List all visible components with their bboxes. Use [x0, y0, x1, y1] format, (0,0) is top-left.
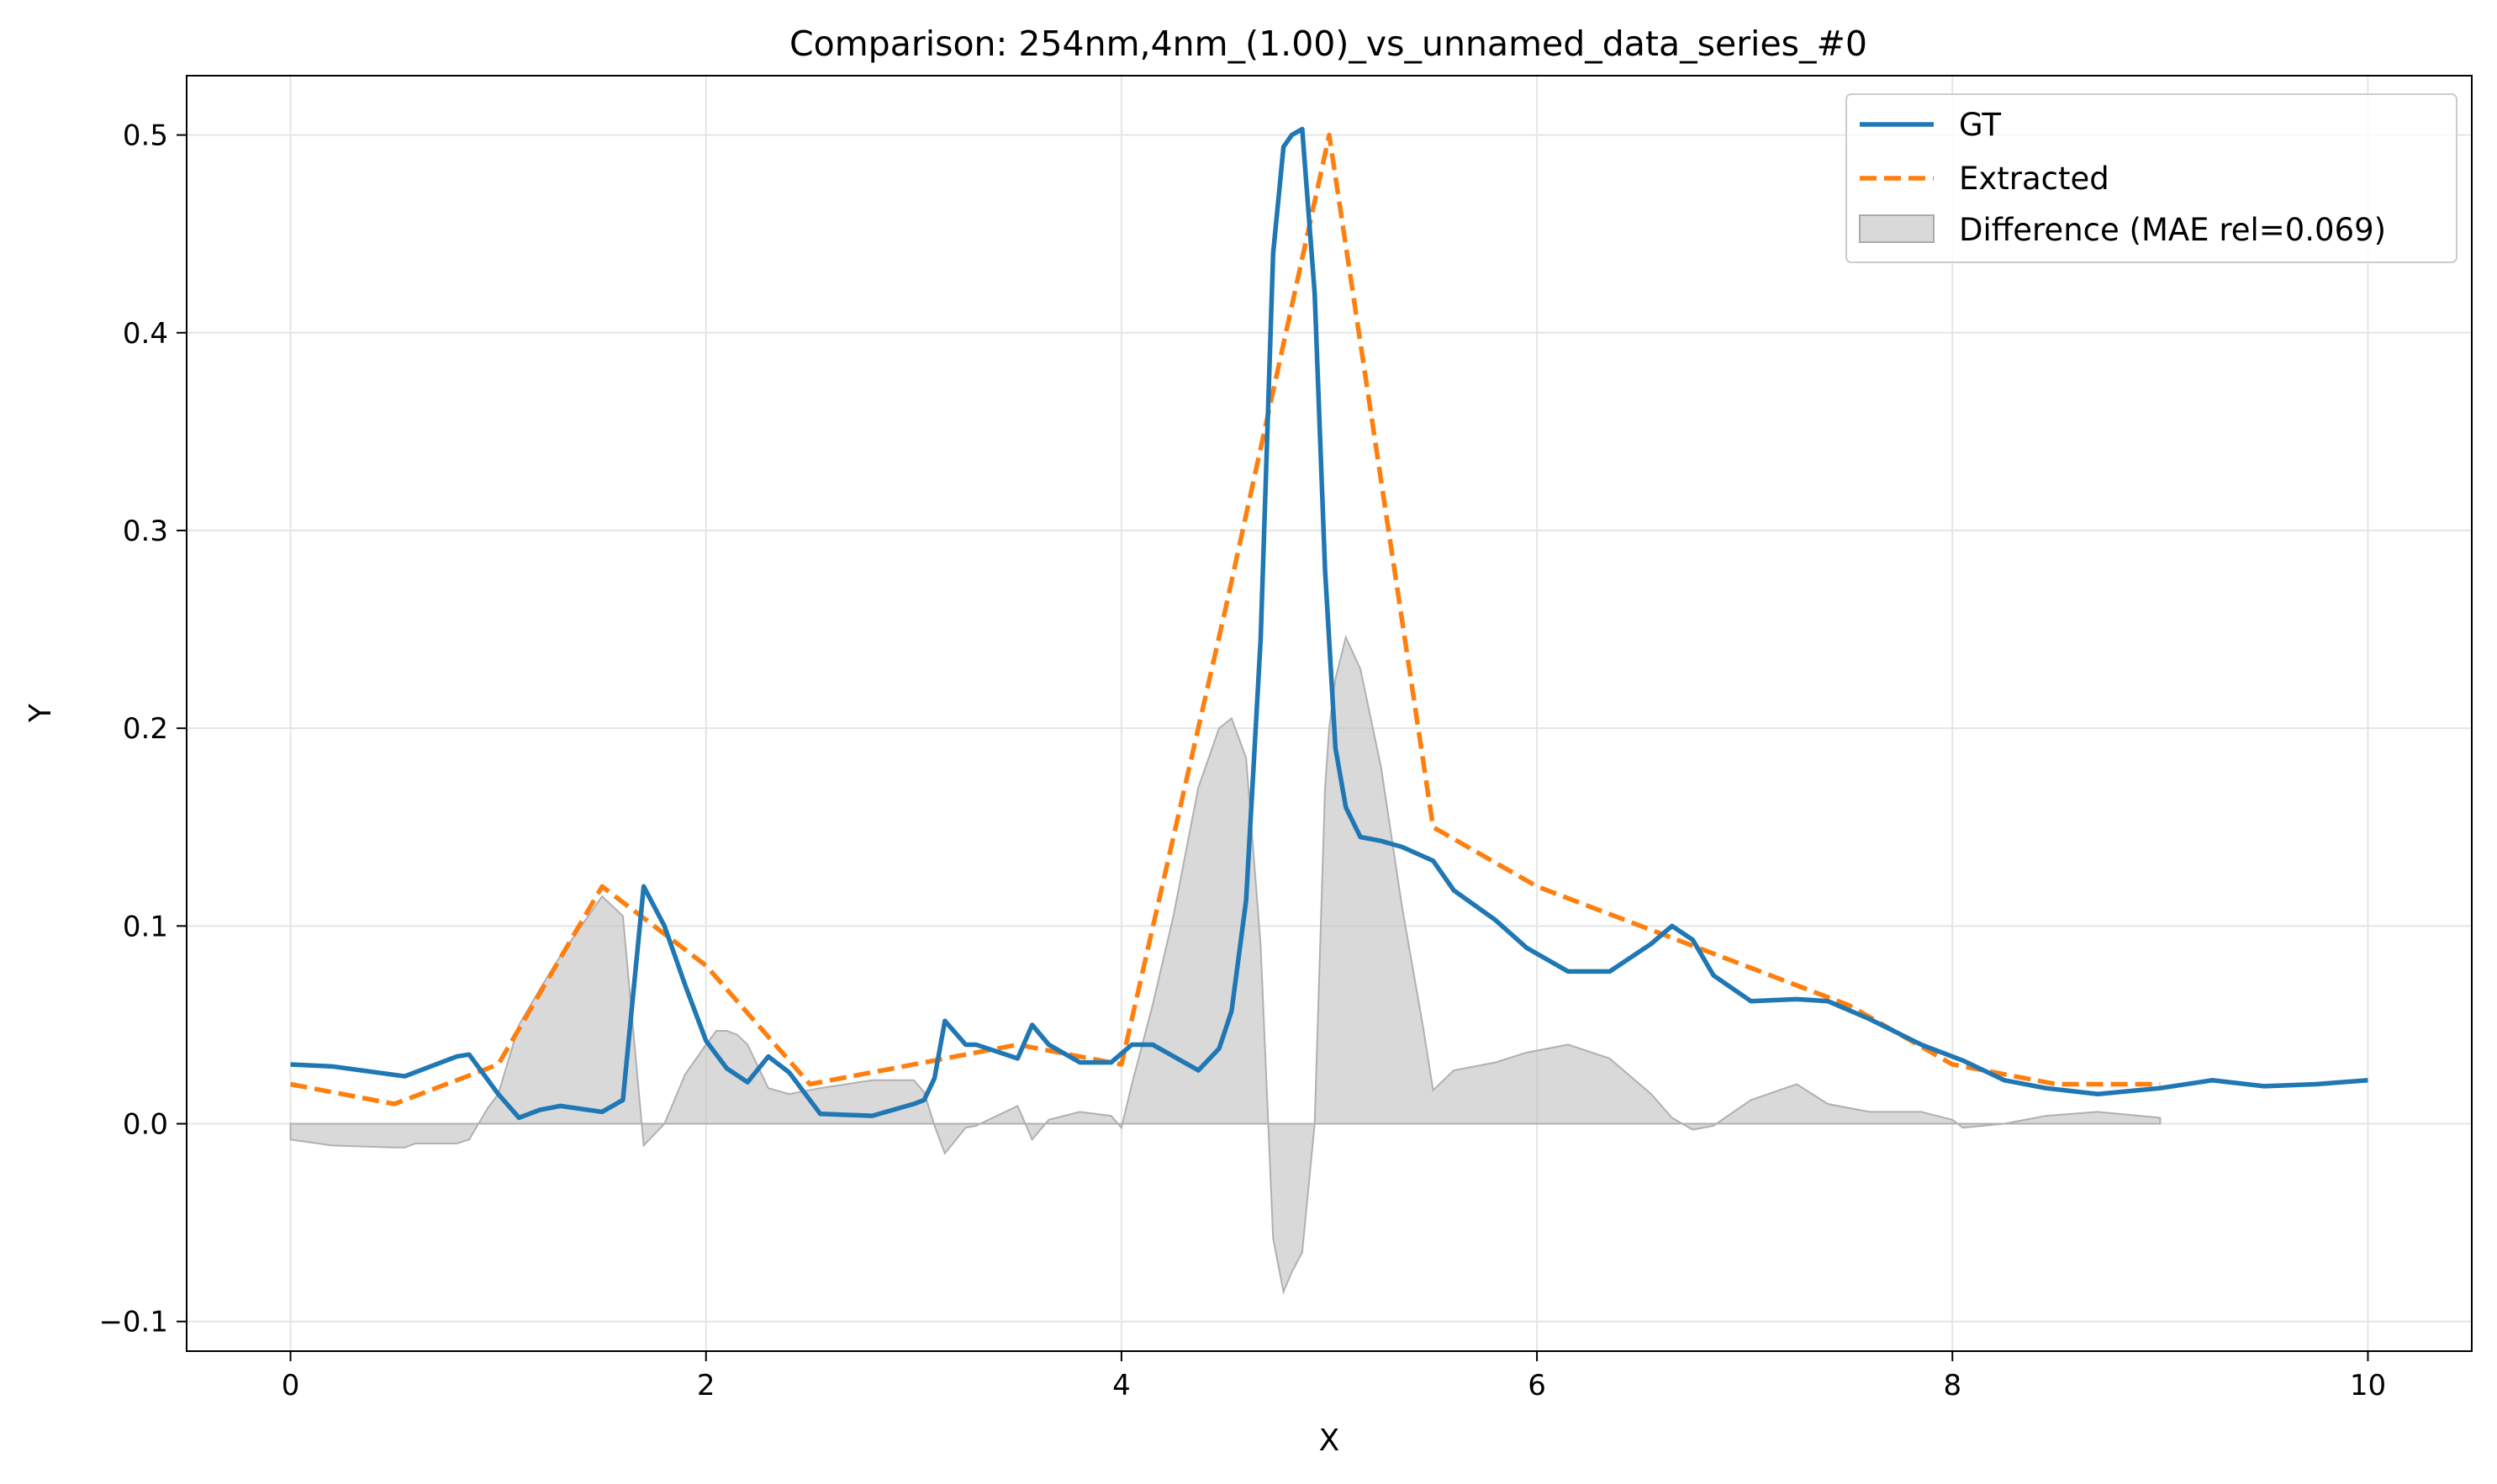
y-tick-label: 0.3 [123, 515, 168, 548]
series-line-gt [290, 126, 2368, 1121]
y-axis-label: Y [24, 703, 58, 723]
x-tick-label: 6 [1528, 1369, 1546, 1402]
chart-title: Comparison: 254nm,4nm_(1.00)_vs_unnamed_… [789, 24, 1867, 64]
legend: GT Extracted Difference (MAE rel=0.069) [1845, 93, 2457, 263]
legend-swatch-difference [1859, 214, 1935, 243]
difference-fill-area [289, 634, 2162, 1295]
legend-label-difference: Difference (MAE rel=0.069) [1959, 212, 2386, 248]
tick-layer: 0 2 4 6 8 10 −0.1 0.0 0.1 0.2 0.3 0.4 0.5 [98, 119, 2386, 1402]
difference-fill-layer [289, 634, 2162, 1295]
legend-label-extracted: Extracted [1959, 161, 2109, 197]
legend-label-gt: GT [1959, 107, 2001, 143]
y-tick-label: 0.0 [123, 1108, 168, 1142]
series-line-extracted [290, 132, 2161, 1106]
x-tick-label: 10 [2350, 1369, 2386, 1402]
legend-frame [1845, 93, 2457, 263]
x-tick-label: 4 [1112, 1369, 1131, 1402]
x-tick-label: 0 [282, 1369, 300, 1402]
y-tick-label: 0.2 [123, 712, 168, 746]
y-tick-label: 0.1 [123, 910, 168, 943]
plot-frame [186, 75, 2473, 1352]
x-tick-label: 8 [1943, 1369, 1961, 1402]
series-line-layer [290, 126, 2368, 1121]
x-tick-label: 2 [697, 1369, 715, 1402]
y-tick-label: −0.1 [98, 1306, 168, 1339]
y-tick-label: 0.5 [123, 119, 168, 153]
y-tick-label: 0.4 [123, 317, 168, 351]
x-axis-label: X [1319, 1423, 1340, 1458]
